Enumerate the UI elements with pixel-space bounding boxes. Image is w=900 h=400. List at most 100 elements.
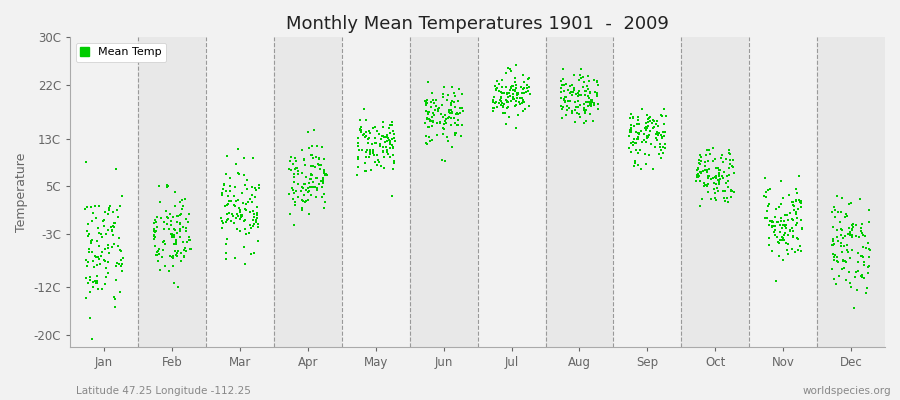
Point	[440, 134, 454, 140]
Point	[707, 180, 722, 186]
Point	[182, 237, 196, 244]
Point	[699, 167, 714, 173]
Point	[166, 255, 180, 261]
Point	[827, 240, 842, 247]
Point	[282, 191, 296, 198]
Point	[94, 252, 108, 259]
Point	[169, 240, 184, 247]
Point	[825, 251, 840, 258]
Point	[590, 79, 605, 86]
Point	[642, 114, 656, 121]
Point	[160, 182, 175, 188]
Point	[837, 242, 851, 249]
Point	[521, 103, 535, 110]
Point	[425, 123, 439, 129]
Point	[249, 217, 264, 223]
Point	[160, 215, 175, 222]
Point	[624, 128, 638, 134]
Point	[828, 214, 842, 220]
Point	[83, 274, 97, 280]
Point	[173, 233, 187, 240]
Point	[219, 250, 233, 256]
Point	[368, 140, 382, 147]
Point	[854, 252, 868, 259]
Point	[725, 187, 740, 194]
Point	[786, 232, 800, 239]
Point	[790, 206, 805, 212]
Point	[94, 286, 109, 292]
Point	[722, 172, 736, 178]
Point	[221, 216, 236, 223]
Point	[780, 251, 795, 257]
Point	[855, 274, 869, 281]
Point	[220, 192, 235, 199]
Point	[590, 78, 604, 85]
Point	[862, 262, 877, 269]
Point	[517, 90, 531, 96]
Point	[571, 104, 585, 110]
Point	[713, 176, 727, 182]
Point	[240, 177, 255, 183]
Point	[250, 212, 265, 218]
Point	[559, 94, 573, 100]
Point	[858, 232, 872, 239]
Point	[500, 98, 515, 104]
Bar	[206, 37, 274, 347]
Point	[709, 174, 724, 180]
Point	[488, 100, 502, 106]
Point	[418, 133, 433, 139]
Point	[434, 111, 448, 117]
Point	[827, 252, 842, 259]
Point	[376, 144, 391, 150]
Point	[498, 110, 512, 116]
Point	[655, 150, 670, 156]
Point	[169, 219, 184, 225]
Point	[166, 241, 181, 248]
Point	[81, 259, 95, 266]
Point	[690, 166, 705, 172]
Point	[499, 70, 513, 76]
Point	[760, 208, 774, 214]
Point	[301, 185, 315, 191]
Point	[693, 169, 707, 175]
Point	[291, 180, 305, 187]
Point	[642, 152, 656, 158]
Point	[624, 111, 638, 118]
Point	[631, 114, 645, 120]
Point	[623, 115, 637, 122]
Point	[567, 86, 581, 93]
Point	[228, 203, 242, 210]
Point	[167, 202, 182, 209]
Point	[171, 284, 185, 290]
Point	[857, 259, 871, 265]
Point	[562, 104, 576, 111]
Point	[854, 225, 868, 231]
Point	[380, 138, 394, 144]
Point	[569, 91, 583, 97]
Point	[834, 209, 849, 216]
Point	[791, 246, 806, 253]
Point	[382, 130, 397, 136]
Point	[179, 225, 194, 232]
Point	[840, 258, 854, 265]
Point	[452, 86, 466, 92]
Point	[445, 102, 459, 108]
Point	[113, 288, 128, 295]
Point	[387, 130, 401, 137]
Point	[315, 144, 329, 150]
Point	[825, 238, 840, 244]
Point	[421, 134, 436, 140]
Point	[81, 221, 95, 227]
Point	[722, 150, 736, 156]
Point	[170, 213, 184, 219]
Point	[788, 222, 803, 228]
Point	[373, 143, 387, 150]
Point	[860, 264, 875, 270]
Point	[283, 157, 297, 164]
Point	[787, 228, 801, 234]
Point	[107, 296, 122, 302]
Point	[832, 219, 847, 226]
Point	[564, 110, 579, 117]
Point	[760, 186, 775, 193]
Point	[770, 218, 785, 225]
